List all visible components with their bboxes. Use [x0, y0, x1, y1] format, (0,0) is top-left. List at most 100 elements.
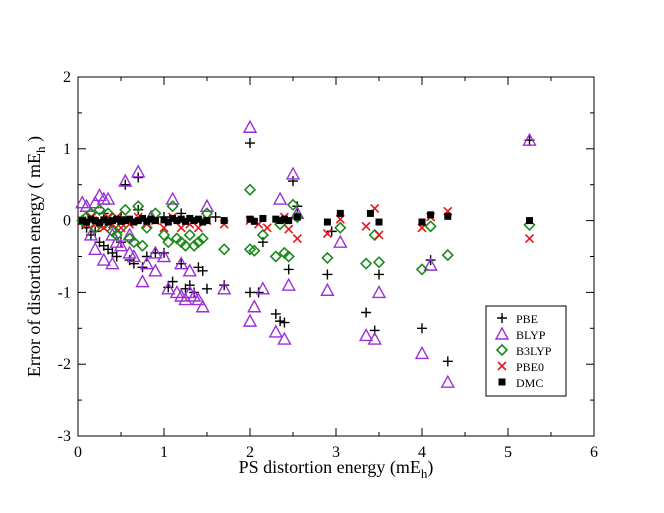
point-blyp: [191, 292, 206, 306]
point-blyp: [88, 241, 103, 256]
point-pbe: [283, 264, 294, 275]
legend-label-pbe: PBE: [516, 312, 538, 326]
point-b3lyp: [248, 244, 261, 257]
legend-label-dmc: DMC: [516, 376, 543, 390]
legend-marker-b3lyp: [495, 343, 509, 357]
point-dmc: [285, 217, 293, 225]
point-blyp: [161, 281, 176, 295]
point-b3lyp: [157, 228, 171, 242]
point-dmc: [190, 217, 198, 225]
point-dmc: [186, 214, 194, 222]
point-blyp: [165, 191, 180, 205]
point-pbe0: [292, 233, 302, 244]
point-blyp: [131, 164, 146, 178]
point-blyp: [414, 345, 430, 360]
legend-label-pbe0: PBE0: [516, 360, 544, 374]
point-dmc: [96, 219, 103, 227]
point-pbe: [197, 265, 208, 276]
point-dmc: [121, 217, 129, 225]
point-blyp: [156, 249, 172, 263]
axis-ticks: 0 1 2 3 4 5 6 -3 -2 -1 0 1 2: [58, 69, 598, 461]
point-dmc: [130, 218, 138, 226]
point-dmc: [182, 217, 189, 225]
x-axis-label: PS distortion energy (mEh): [239, 457, 434, 481]
point-blyp: [367, 331, 382, 345]
point-blyp: [182, 263, 197, 277]
point-b3lyp: [269, 250, 282, 263]
point-blyp: [148, 245, 163, 259]
point-b3lyp: [243, 183, 257, 196]
point-blyp: [371, 284, 387, 299]
point-dmc: [113, 215, 121, 223]
point-blyp: [320, 282, 335, 296]
point-dmc: [177, 215, 185, 223]
point-pbe: [326, 226, 337, 237]
point-dmc: [164, 218, 172, 226]
point-b3lyp: [321, 251, 334, 265]
point-blyp: [272, 191, 288, 205]
point-pbe: [322, 269, 333, 280]
point-blyp: [247, 299, 262, 313]
point-b3lyp: [183, 228, 196, 242]
point-b3lyp: [179, 239, 192, 252]
point-dmc: [250, 217, 258, 225]
point-pbe: [288, 176, 298, 187]
point-dmc: [276, 217, 284, 225]
point-blyp: [139, 256, 154, 270]
point-dmc: [100, 216, 108, 224]
legend: PBE BLYP B3LYP PBE0 DMC: [485, 305, 567, 397]
point-pbe: [253, 287, 264, 298]
point-dmc: [375, 218, 383, 226]
point-b3lyp: [218, 243, 231, 256]
point-b3lyp: [424, 220, 437, 233]
point-b3lyp: [93, 203, 106, 216]
point-dmc: [199, 218, 207, 226]
legend-label-blyp: BLYP: [516, 328, 546, 342]
point-dmc: [91, 217, 99, 225]
point-pbe0: [322, 228, 332, 239]
point-blyp: [100, 191, 116, 205]
point-blyp: [122, 227, 137, 241]
point-dmc: [126, 215, 134, 223]
point-dmc: [259, 214, 267, 222]
point-b3lyp: [132, 200, 145, 213]
point-pbe: [279, 317, 290, 328]
point-dmc: [336, 209, 344, 217]
point-dmc: [323, 218, 331, 226]
point-dmc: [108, 217, 116, 225]
point-dmc: [366, 209, 374, 217]
y-tick-label: -3: [58, 428, 71, 445]
point-blyp: [195, 299, 210, 313]
point-dmc: [134, 217, 142, 225]
legend-marker-pbe0: [497, 361, 507, 371]
point-dmc: [117, 217, 125, 225]
point-pbe: [133, 204, 144, 215]
point-dmc: [160, 216, 168, 224]
legend-label-b3lyp: B3LYP: [516, 344, 552, 358]
point-blyp: [423, 257, 438, 271]
point-dmc: [246, 215, 254, 223]
point-pbe: [442, 356, 453, 367]
point-b3lyp: [119, 203, 132, 216]
point-dmc: [280, 215, 288, 223]
point-pbe0: [361, 221, 371, 231]
x-axis-label-end: ): [427, 457, 433, 478]
x-axis-label-main: PS distortion energy (mE: [239, 457, 421, 478]
point-dmc: [83, 218, 91, 226]
point-b3lyp: [110, 228, 123, 242]
point-dmc: [293, 213, 301, 221]
point-pbe: [374, 269, 384, 280]
point-b3lyp: [282, 250, 295, 263]
point-pbe: [257, 237, 268, 248]
point-b3lyp: [101, 207, 115, 220]
point-pbe: [275, 316, 286, 327]
y-tick-label: 1: [63, 141, 71, 158]
point-blyp: [242, 313, 258, 327]
point-pbe: [128, 258, 139, 269]
point-dmc: [194, 215, 202, 223]
point-pbe: [167, 276, 178, 287]
point-blyp: [285, 166, 301, 180]
point-blyp: [281, 277, 296, 291]
x-tick-label: 6: [590, 444, 598, 461]
point-blyp: [113, 238, 129, 252]
